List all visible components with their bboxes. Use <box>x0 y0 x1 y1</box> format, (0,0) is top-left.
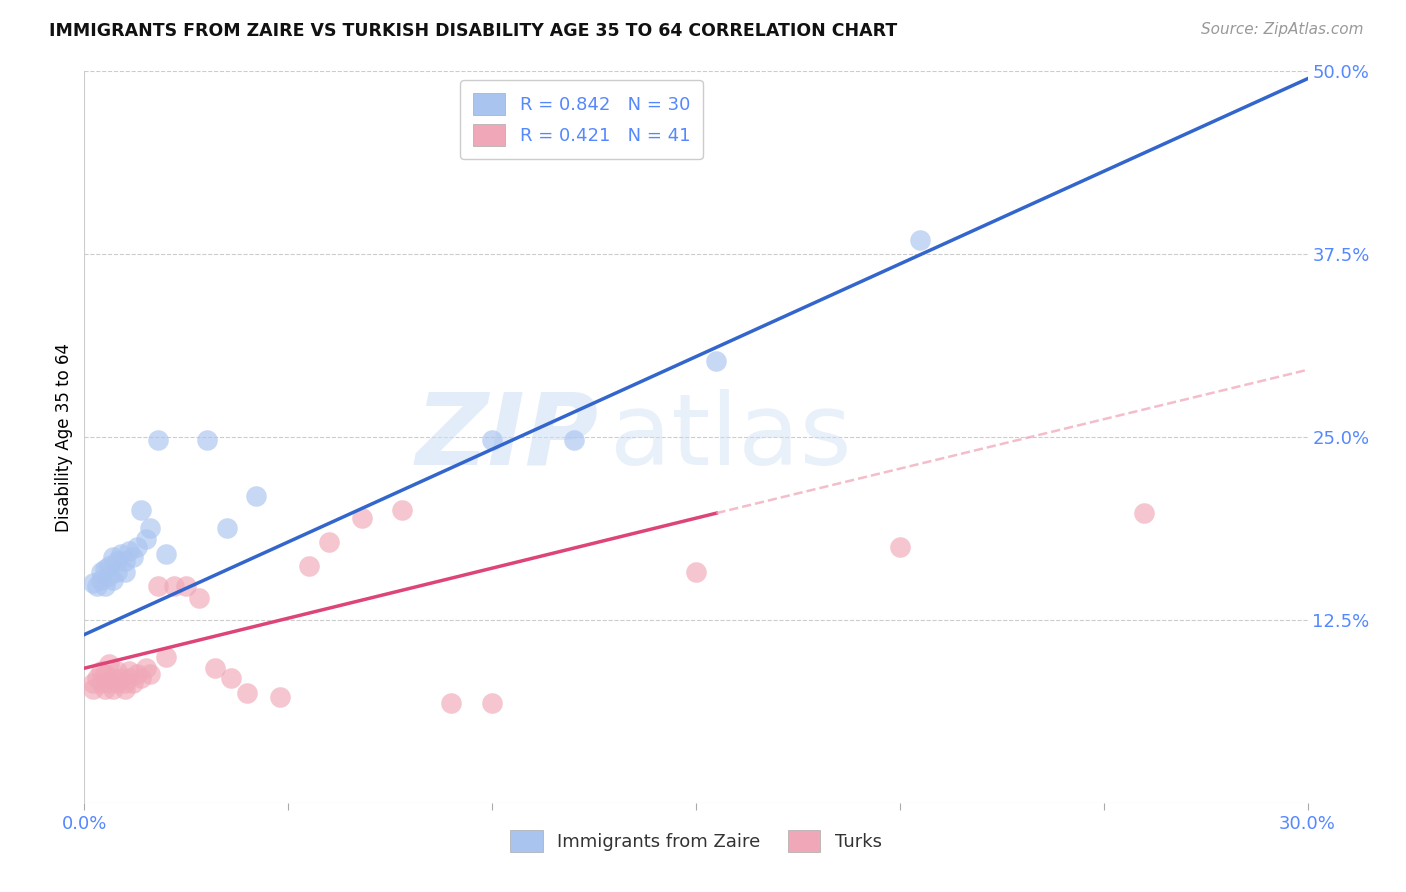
Point <box>82 681 104 696</box>
Point <box>135 533 157 547</box>
Point <box>245 489 267 503</box>
Point <box>105 676 128 690</box>
Point <box>122 549 145 564</box>
Point <box>138 667 160 681</box>
Point <box>219 672 242 686</box>
Point <box>105 565 128 579</box>
Legend: Immigrants from Zaire, Turks: Immigrants from Zaire, Turks <box>503 823 889 860</box>
Point <box>90 574 112 588</box>
Point <box>155 547 177 561</box>
Point <box>135 661 157 675</box>
Point <box>114 565 136 579</box>
Point <box>105 554 128 568</box>
Point <box>105 664 128 678</box>
Point <box>114 676 136 690</box>
Point <box>195 433 218 447</box>
Point <box>269 690 291 705</box>
Point <box>101 549 124 564</box>
Y-axis label: Disability Age 35 to 64: Disability Age 35 to 64 <box>55 343 73 532</box>
Point <box>889 540 911 554</box>
Point <box>706 354 728 368</box>
Point <box>122 676 145 690</box>
Point <box>118 672 141 686</box>
Point <box>131 503 153 517</box>
Point <box>118 664 141 678</box>
Point <box>187 591 209 605</box>
Point <box>155 649 177 664</box>
Text: IMMIGRANTS FROM ZAIRE VS TURKISH DISABILITY AGE 35 TO 64 CORRELATION CHART: IMMIGRANTS FROM ZAIRE VS TURKISH DISABIL… <box>49 22 897 40</box>
Point <box>110 547 132 561</box>
Point <box>298 558 321 573</box>
Point <box>114 681 136 696</box>
Point <box>131 672 153 686</box>
Point <box>86 672 108 686</box>
Point <box>90 664 112 678</box>
Point <box>90 565 112 579</box>
Text: atlas: atlas <box>610 389 852 485</box>
Point <box>910 233 932 247</box>
Point <box>127 667 149 681</box>
Point <box>101 574 124 588</box>
Point <box>146 433 169 447</box>
Point <box>86 579 108 593</box>
Point <box>97 558 120 573</box>
Point <box>114 554 136 568</box>
Point <box>82 576 104 591</box>
Point <box>204 661 226 675</box>
Point <box>93 681 115 696</box>
Point <box>97 676 120 690</box>
Point <box>138 521 160 535</box>
Point <box>146 579 169 593</box>
Point <box>101 681 124 696</box>
Point <box>82 676 104 690</box>
Point <box>118 544 141 558</box>
Point <box>93 667 115 681</box>
Point <box>350 510 373 524</box>
Point <box>101 672 124 686</box>
Point <box>217 521 239 535</box>
Point <box>1133 506 1156 520</box>
Point <box>97 569 120 583</box>
Point <box>93 579 115 593</box>
Point <box>163 579 186 593</box>
Point <box>440 696 463 710</box>
Point <box>90 676 112 690</box>
Point <box>481 696 503 710</box>
Point <box>318 535 340 549</box>
Point <box>562 433 585 447</box>
Point <box>481 433 503 447</box>
Text: ZIP: ZIP <box>415 389 598 485</box>
Point <box>391 503 413 517</box>
Point <box>685 565 707 579</box>
Point <box>110 672 132 686</box>
Point <box>127 540 149 554</box>
Text: Source: ZipAtlas.com: Source: ZipAtlas.com <box>1201 22 1364 37</box>
Point <box>174 579 197 593</box>
Point <box>93 562 115 576</box>
Point <box>97 657 120 671</box>
Point <box>236 686 259 700</box>
